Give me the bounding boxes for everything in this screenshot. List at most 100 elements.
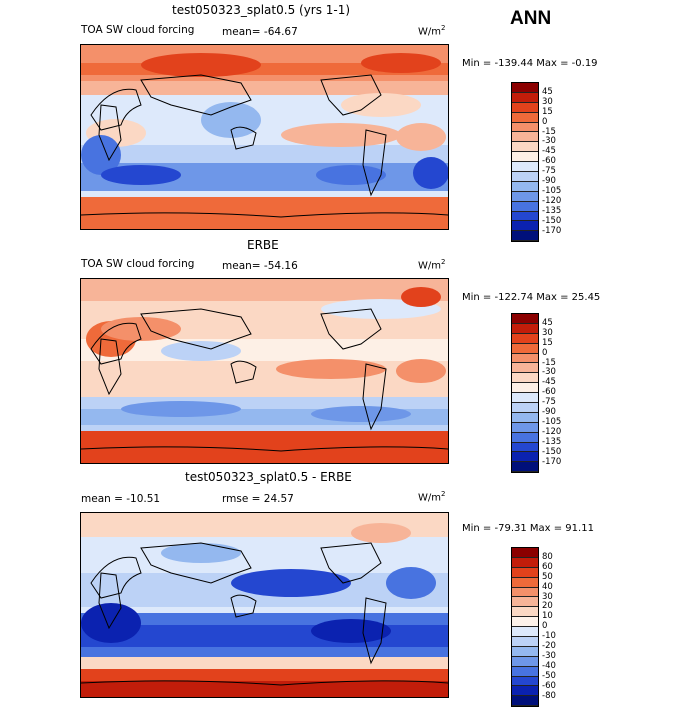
colorbar-tick-label: -150 xyxy=(542,446,562,457)
panel-3-unit: W/m2 xyxy=(418,490,446,504)
colorbar-tick-label: -170 xyxy=(542,456,562,467)
colorbar-tick-label: 10 xyxy=(542,611,553,622)
panel-1-map xyxy=(80,44,449,230)
colorbar-swatch xyxy=(512,686,538,697)
colorbar-swatch xyxy=(512,597,538,608)
colorbar-tick-label: -60 xyxy=(542,156,556,167)
panel-3-map xyxy=(80,512,449,698)
colorbar-swatch xyxy=(512,412,538,423)
panel-3-colorbar xyxy=(511,547,539,707)
colorbar-tick-label: 80 xyxy=(542,551,553,562)
colorbar-swatch xyxy=(512,323,538,334)
colorbar-tick-label: 30 xyxy=(542,96,553,107)
colorbar-swatch xyxy=(512,403,538,413)
panel-1-mean: mean= -64.67 xyxy=(222,26,298,38)
colorbar-tick-label: -10 xyxy=(542,631,556,642)
colorbar-tick-label: -135 xyxy=(542,436,562,447)
panel-1-field-label: TOA SW cloud forcing xyxy=(81,24,195,36)
colorbar-tick-label: 15 xyxy=(542,106,553,117)
colorbar-tick-label: 0 xyxy=(542,116,548,127)
colorbar-swatch xyxy=(512,548,538,558)
panel-2-title: ERBE xyxy=(247,238,279,252)
panel-3-title: test050323_splat0.5 - ERBE xyxy=(185,470,352,484)
colorbar-tick-label: -45 xyxy=(542,377,556,388)
colorbar-swatch xyxy=(512,656,538,667)
colorbar-tick-label: 45 xyxy=(542,86,553,97)
colorbar-swatch xyxy=(512,181,538,192)
colorbar-swatch xyxy=(512,231,538,242)
colorbar-swatch xyxy=(512,132,538,143)
colorbar-swatch xyxy=(512,102,538,113)
panel-2-minmax: Min = -122.74 Max = 25.45 xyxy=(462,292,601,303)
colorbar-tick-label: -40 xyxy=(542,660,556,671)
colorbar-swatch xyxy=(512,557,538,568)
colorbar-tick-label: 0 xyxy=(542,347,548,358)
colorbar-swatch xyxy=(512,343,538,354)
colorbar-swatch xyxy=(512,152,538,163)
colorbar-swatch xyxy=(512,92,538,103)
colorbar-tick-label: -60 xyxy=(542,387,556,398)
colorbar-tick-label: -30 xyxy=(542,367,556,378)
colorbar-swatch xyxy=(512,383,538,394)
colorbar-tick-label: -90 xyxy=(542,176,556,186)
colorbar-swatch xyxy=(512,314,538,324)
colorbar-swatch xyxy=(512,162,538,173)
colorbar-swatch xyxy=(512,587,538,598)
panel-1-minmax: Min = -139.44 Max = -0.19 xyxy=(462,58,598,69)
colorbar-swatch xyxy=(512,627,538,638)
colorbar-tick-label: -105 xyxy=(542,416,562,427)
season-label: ANN xyxy=(510,8,552,29)
panel-3-mean: mean = -10.51 xyxy=(81,493,161,505)
colorbar-tick-label: 30 xyxy=(542,591,553,602)
colorbar-tick-label: -75 xyxy=(542,397,556,408)
colorbar-swatch xyxy=(512,676,538,687)
panel-2-unit: W/m2 xyxy=(418,258,446,272)
colorbar-swatch xyxy=(512,442,538,453)
colorbar-swatch xyxy=(512,333,538,344)
colorbar-swatch xyxy=(512,142,538,153)
colorbar-tick-label: -120 xyxy=(542,195,562,206)
colorbar-swatch xyxy=(512,607,538,618)
colorbar-tick-label: 40 xyxy=(542,581,553,592)
colorbar-tick-label: -60 xyxy=(542,680,556,691)
colorbar-swatch xyxy=(512,191,538,202)
colorbar-tick-label: -30 xyxy=(542,136,556,147)
colorbar-tick-label: 15 xyxy=(542,337,553,348)
colorbar-swatch xyxy=(512,363,538,374)
colorbar-swatch xyxy=(512,122,538,133)
colorbar-tick-label: 30 xyxy=(542,327,553,338)
colorbar-swatch xyxy=(512,696,538,707)
colorbar-tick-label: -15 xyxy=(542,126,556,137)
colorbar-tick-label: 20 xyxy=(542,601,553,612)
colorbar-swatch xyxy=(512,353,538,364)
colorbar-tick-label: 45 xyxy=(542,317,553,328)
colorbar-tick-label: 0 xyxy=(542,621,548,632)
colorbar-tick-label: -50 xyxy=(542,670,556,681)
colorbar-swatch xyxy=(512,112,538,123)
colorbar-swatch xyxy=(512,637,538,647)
panel-1-colorbar xyxy=(511,82,539,243)
colorbar-swatch xyxy=(512,462,538,473)
colorbar-swatch xyxy=(512,393,538,404)
colorbar-tick-label: -20 xyxy=(542,641,556,651)
panel-2-map xyxy=(80,278,449,464)
panel-3-minmax: Min = -79.31 Max = 91.11 xyxy=(462,523,594,534)
panel-2-field-label: TOA SW cloud forcing xyxy=(81,258,195,270)
panel-3-rmse: rmse = 24.57 xyxy=(222,493,294,505)
colorbar-tick-label: -15 xyxy=(542,357,556,368)
colorbar-tick-label: -30 xyxy=(542,650,556,661)
panel-1-unit: W/m2 xyxy=(418,24,446,38)
colorbar-swatch xyxy=(512,617,538,628)
colorbar-tick-label: -170 xyxy=(542,225,562,236)
colorbar-tick-label: -105 xyxy=(542,185,562,196)
panel-1-title: test050323_splat0.5 (yrs 1-1) xyxy=(172,3,351,17)
colorbar-tick-label: -75 xyxy=(542,166,556,177)
colorbar-swatch xyxy=(512,211,538,222)
colorbar-swatch xyxy=(512,452,538,463)
colorbar-tick-label: -45 xyxy=(542,146,556,157)
colorbar-swatch xyxy=(512,666,538,677)
colorbar-swatch xyxy=(512,567,538,578)
colorbar-swatch xyxy=(512,83,538,93)
panel-2-colorbar xyxy=(511,313,539,474)
colorbar-tick-label: -120 xyxy=(542,426,562,437)
